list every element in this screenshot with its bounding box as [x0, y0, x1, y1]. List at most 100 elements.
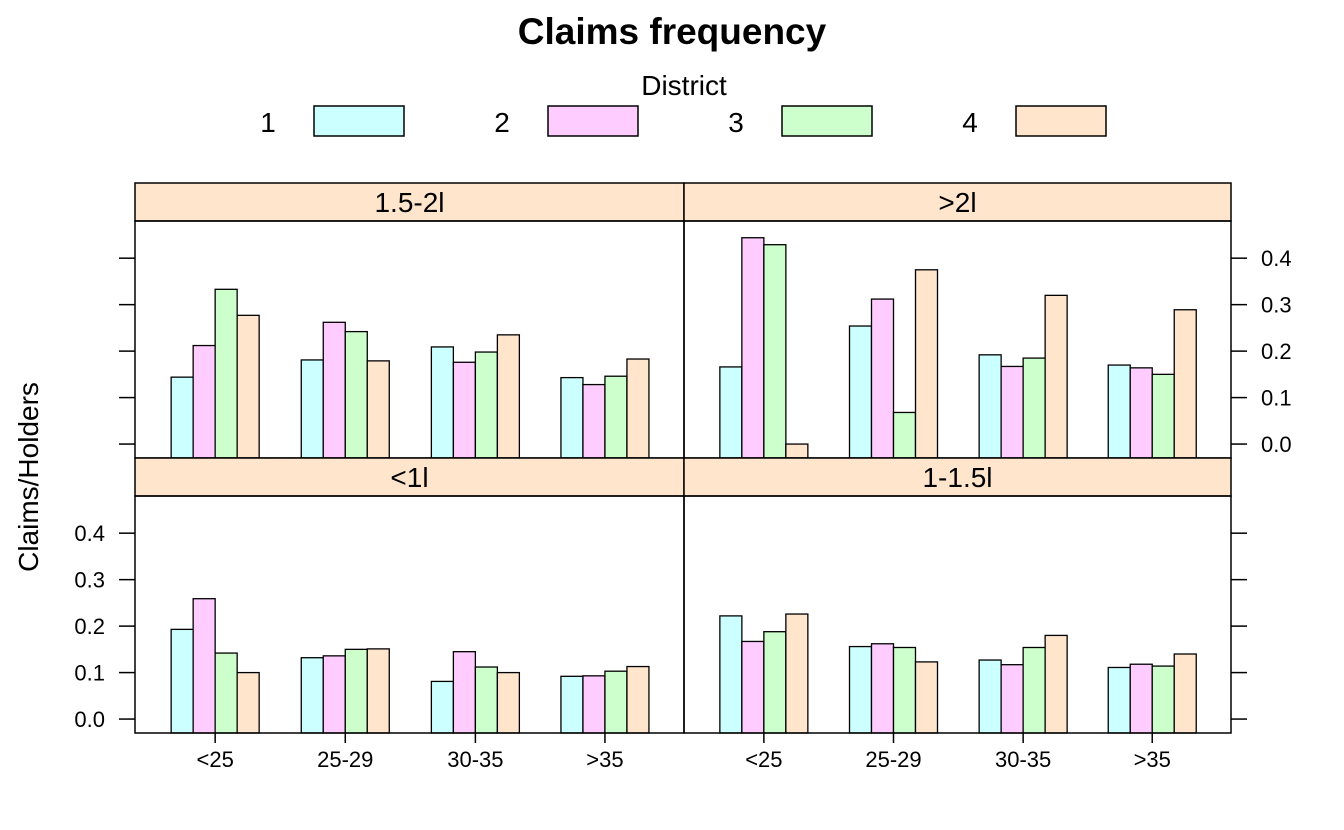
y-tick-label: 0.2: [1261, 339, 1292, 364]
bar: [741, 237, 765, 459]
bar: [560, 675, 584, 734]
bar: [1129, 367, 1153, 459]
panel-strip-label: 1.5-2l: [374, 187, 444, 218]
bar: [1173, 653, 1197, 734]
bar: [848, 325, 873, 459]
bar: [1151, 373, 1175, 459]
bar: [1000, 664, 1024, 734]
bar: [582, 675, 606, 734]
bar: [474, 351, 499, 459]
chart-title: Claims frequency: [518, 11, 827, 52]
bar: [1107, 364, 1131, 459]
x-tick-label: >35: [1134, 747, 1171, 772]
legend-swatch-2: [547, 105, 639, 137]
bar: [626, 665, 650, 734]
panel-3: 1-1.5l: [683, 457, 1232, 734]
bar: [582, 383, 606, 459]
bar: [236, 671, 260, 734]
x-tick-label: 30-35: [447, 747, 503, 772]
y-tick-label: 0.3: [74, 568, 105, 593]
bar: [192, 344, 216, 459]
bar: [785, 443, 809, 459]
bar: [560, 376, 584, 459]
bar: [1129, 663, 1153, 734]
legend-label-1: 1: [260, 107, 276, 138]
legend-swatch-4: [1015, 105, 1107, 137]
bar: [344, 330, 368, 459]
bar: [719, 615, 743, 734]
y-tick-label: 0.0: [1261, 432, 1292, 457]
legend: 1 2 3 4: [260, 105, 1107, 138]
x-tick-label: <25: [745, 747, 782, 772]
bar: [322, 655, 346, 734]
panel-1: >2l: [683, 182, 1232, 459]
bar: [452, 651, 477, 734]
bar: [1173, 309, 1197, 459]
bar: [914, 269, 939, 459]
panel-border: [683, 495, 1232, 734]
bar: [892, 411, 917, 459]
bar: [236, 314, 260, 459]
y-tick-label: 0.1: [74, 661, 105, 686]
bar: [496, 671, 521, 734]
bar: [300, 657, 324, 734]
panel-strip-label: <1l: [390, 462, 428, 493]
legend-label-3: 3: [728, 107, 744, 138]
bar: [719, 366, 743, 459]
bar: [785, 613, 809, 734]
bar: [170, 628, 194, 734]
bar: [978, 659, 1002, 734]
y-tick-label: 0.4: [1261, 246, 1292, 271]
bar: [430, 346, 455, 459]
bar: [192, 598, 216, 734]
y-tick-label: 0.0: [74, 707, 105, 732]
panel-strip: [683, 457, 1232, 497]
x-tick-label: <25: [196, 747, 233, 772]
bar: [626, 358, 650, 459]
y-axis-label: Claims/Holders: [13, 382, 44, 572]
panel-2: <1l: [134, 457, 685, 734]
bar: [366, 648, 390, 734]
legend-swatch-1: [313, 105, 405, 137]
y-axis-ticks: 0.0 0.1 0.2 0.3 0.4 0.0 0.1 0.2 0.3 0.4: [74, 246, 1291, 732]
legend-swatch-3: [781, 105, 873, 137]
bar: [1151, 665, 1175, 734]
x-tick-label: >35: [586, 747, 623, 772]
bar: [1044, 294, 1068, 459]
bar: [214, 652, 238, 734]
bar: [914, 661, 939, 734]
bar: [214, 288, 238, 459]
bar: [474, 666, 499, 734]
bar: [741, 640, 765, 734]
panel-0: 1.5-2l: [134, 182, 685, 459]
bar: [1022, 357, 1046, 459]
bar: [430, 680, 455, 734]
bar: [344, 648, 368, 734]
bar: [604, 670, 628, 734]
x-axis-ticks: <25 25-29 30-35 >35 <25 25-29 30-35 >35: [196, 733, 1171, 772]
bar: [870, 298, 895, 459]
legend-label-4: 4: [962, 107, 978, 138]
bar: [763, 244, 787, 459]
bar: [1022, 646, 1046, 734]
legend-title: District: [641, 70, 727, 101]
bar: [300, 359, 324, 459]
y-tick-label: 0.1: [1261, 386, 1292, 411]
panel-strip-label: >2l: [938, 187, 976, 218]
bar: [322, 321, 346, 459]
y-tick-label: 0.3: [1261, 293, 1292, 318]
panel-strip-label: 1-1.5l: [922, 462, 992, 493]
bar: [848, 645, 873, 734]
bar: [1000, 365, 1024, 459]
panel-strip: [683, 182, 1232, 222]
panel-strip: [134, 457, 685, 497]
bar: [763, 631, 787, 734]
bar: [452, 361, 477, 459]
panels: 1.5-2l >2l <1l 1-1.5l 0.0 0.1 0.2 0.3 0.4 0.0 0.1 0…: [74, 182, 1292, 772]
bar: [1107, 666, 1131, 734]
x-tick-label: 25-29: [865, 747, 921, 772]
bar: [892, 646, 917, 734]
bar: [604, 375, 628, 459]
bar: [978, 354, 1002, 459]
